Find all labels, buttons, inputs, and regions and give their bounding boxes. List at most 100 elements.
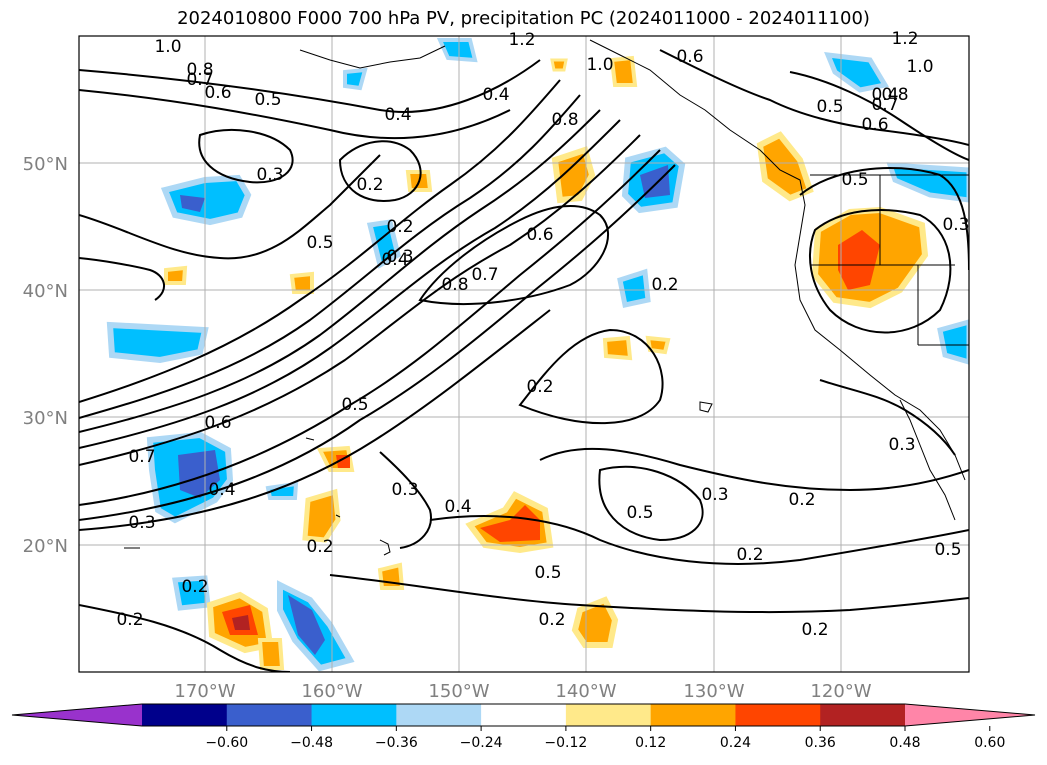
contour-label: 0.2 (788, 490, 815, 510)
map-frame (78, 35, 970, 673)
colorbar-segment (820, 704, 906, 726)
contour-line (819, 379, 956, 456)
north-american-coastline (589, 39, 966, 481)
shade-blue-patch (343, 67, 368, 91)
contour-label: 0.2 (386, 217, 413, 237)
longitude-labels: 170°W 160°W 150°W 140°W 130°W 120°W (174, 681, 871, 702)
colorbar-tick-label: −0.48 (290, 735, 333, 751)
shade-orange-patch (164, 265, 188, 285)
contour-line (338, 140, 422, 202)
colorbar: −0.60 −0.48 −0.36 −0.24 −0.12 0.12 0.24 0.36 0.4… (11, 703, 1036, 751)
shade-orange-patch (756, 131, 814, 202)
contour-label: 0.4 (208, 480, 235, 500)
shade-blue-patch (886, 162, 969, 203)
contour-label: 0.2 (181, 577, 208, 597)
shade-orange-patch (302, 488, 341, 543)
lat-label: 50°N (23, 154, 68, 175)
contour-line (79, 119, 621, 449)
contour-label: 1.2 (508, 30, 535, 50)
shade-orange-patch (645, 335, 671, 355)
contour-label: 0.2 (526, 377, 553, 397)
contour-line (79, 309, 551, 531)
contour-line (789, 71, 969, 161)
colorbar-segment (142, 704, 228, 726)
contour-label: 0.8 (441, 275, 468, 295)
contour-label: 0.3 (391, 480, 418, 500)
contour-line (79, 59, 541, 113)
contour-line (598, 465, 704, 542)
contour-label: 0.3 (888, 435, 915, 455)
shade-orange-patch (289, 271, 314, 294)
contour-label: 0.6 (204, 83, 231, 103)
hawaii-islands (124, 437, 391, 556)
contour-line (539, 447, 969, 492)
lon-label: 140°W (555, 681, 616, 702)
shade-orange-patch (550, 58, 568, 72)
colorbar-tick-label: 0.12 (635, 735, 666, 751)
chart-title: 2024010800 F000 700 hPa PV, precipitatio… (177, 8, 870, 29)
shade-orange-patch (257, 638, 285, 670)
contour-label: 0.3 (701, 485, 728, 505)
contour-label: 0.2 (538, 610, 565, 630)
colorbar-segment (311, 704, 397, 726)
colorbar-segment (481, 704, 567, 726)
colorbar-tick-label: −0.24 (460, 735, 503, 751)
pv-contours (79, 49, 969, 672)
latitude-labels: 20°N 30°N 40°N 50°N (23, 154, 68, 557)
contour-line (79, 154, 381, 260)
lat-label: 40°N (23, 281, 68, 302)
colorbar-outline (11, 703, 1036, 727)
shade-orange-patch (609, 55, 638, 87)
contour-label: 0.6 (861, 115, 888, 135)
contour-line (379, 451, 432, 549)
contour-label: 0.6 (526, 225, 553, 245)
colorbar-segment (565, 704, 652, 726)
lat-label: 20°N (23, 536, 68, 557)
contour-label: 0.5 (816, 97, 843, 117)
contour-line (799, 166, 969, 271)
contour-line (79, 94, 581, 419)
contour-line (79, 149, 661, 506)
contour-label: 0.3 (256, 165, 283, 185)
shade-blue-patch (824, 52, 889, 93)
graticule (79, 36, 969, 672)
colorbar-tick-label: 0.48 (889, 735, 920, 751)
shade-red-patch (838, 230, 880, 290)
colorbar-segment (396, 704, 482, 726)
colorbar-tick-label: −0.12 (544, 735, 587, 751)
contour-label: 0.3 (128, 513, 155, 533)
lon-label: 120°W (810, 681, 871, 702)
shade-darkblue-patch (178, 450, 220, 498)
contour-line (79, 604, 291, 672)
contour-label: 0.2 (736, 545, 763, 565)
contour-label: 1.0 (906, 57, 933, 77)
contour-label: 1.0 (586, 55, 613, 75)
contour-label: 0.2 (306, 537, 333, 557)
colorbar-tick-label: 0.60 (974, 735, 1005, 751)
contour-label: 0.6 (204, 413, 231, 433)
contour-label: 0.4 (381, 250, 408, 270)
contour-label: 1.2 (891, 29, 918, 49)
contour-line (429, 515, 969, 565)
colorbar-extend-high (905, 704, 1035, 726)
contour-line (659, 49, 969, 146)
contour-label: 0.5 (841, 170, 868, 190)
colorbar-tick-label: 0.36 (805, 735, 836, 751)
contour-label: 0.2 (801, 620, 828, 640)
colorbar-segment (650, 704, 736, 726)
shade-darkblue-patch (180, 195, 205, 212)
contour-label: 0.6 (676, 47, 703, 67)
contour-label: 0.4 (444, 497, 471, 517)
contour-label: 0.8 (551, 110, 578, 130)
contour-label: 0.5 (534, 563, 561, 583)
contour-label: 0.5 (306, 233, 333, 253)
lon-label: 150°W (428, 681, 489, 702)
shade-red-patch (480, 505, 540, 542)
shade-blue-patch (617, 268, 651, 308)
small-island (699, 401, 713, 413)
lon-label: 170°W (174, 681, 235, 702)
contour-line (418, 204, 610, 305)
shade-red-patch (336, 455, 350, 468)
contour-label: 0.5 (626, 503, 653, 523)
contour-line (79, 109, 601, 433)
